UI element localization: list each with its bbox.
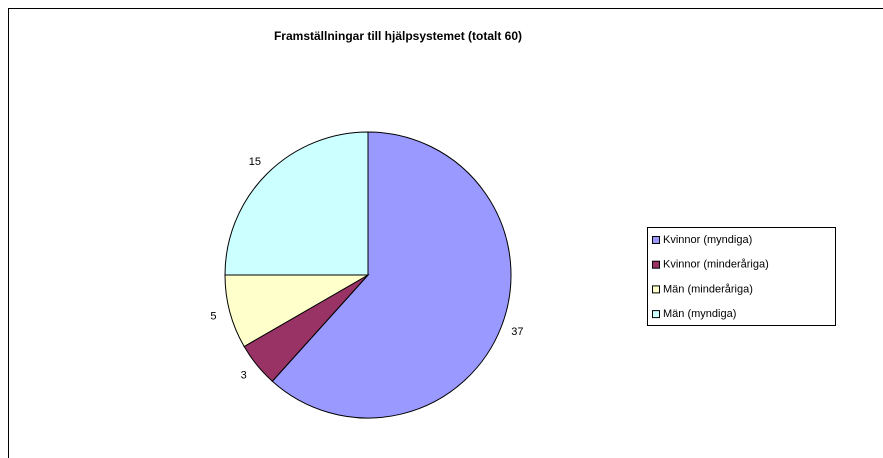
legend-label: Män (myndiga) [663, 308, 736, 320]
legend-label: Män (minderåriga) [663, 283, 753, 295]
legend-box [647, 227, 836, 326]
data-label: 37 [511, 326, 523, 338]
data-label: 3 [241, 370, 247, 382]
legend-swatch [652, 260, 660, 269]
pie-slice [271, 131, 512, 419]
legend-label: Kvinnor (myndiga) [663, 234, 752, 246]
data-label: 15 [249, 156, 261, 168]
legend-swatch [652, 310, 660, 319]
legend-swatch [652, 236, 660, 244]
chart-title: Framställningar till hjälpsystemet (tota… [274, 29, 522, 43]
data-label: 5 [210, 310, 216, 322]
legend-swatch [652, 285, 660, 294]
pie-slice [224, 131, 369, 276]
legend-label: Kvinnor (minderåriga) [663, 259, 769, 271]
